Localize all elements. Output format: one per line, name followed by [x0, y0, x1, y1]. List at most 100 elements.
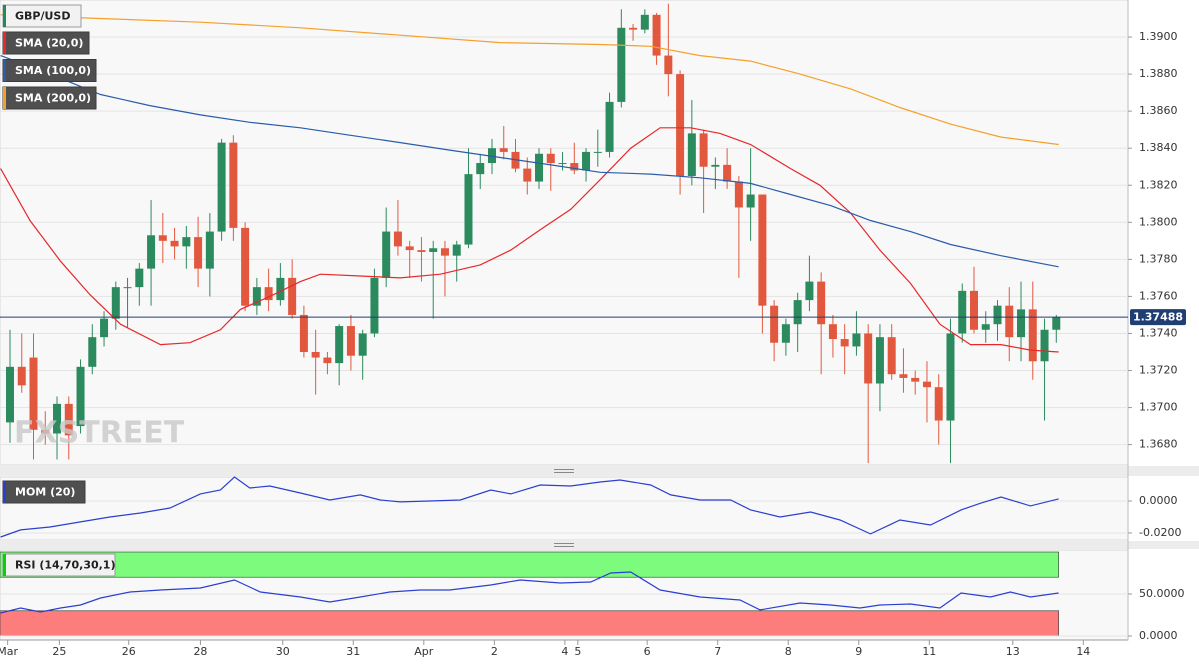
candle-body: [958, 290, 967, 334]
candle-body: [546, 153, 555, 164]
mom-panel: [0, 476, 1129, 541]
x-tick-label: 14: [1076, 645, 1090, 658]
candle-body: [41, 429, 50, 434]
legend-label: RSI (14,70,30,1): [15, 559, 115, 572]
panel-separator[interactable]: [0, 466, 1199, 476]
candle-body: [429, 248, 438, 252]
candle-body: [781, 324, 790, 343]
candle-body: [1005, 305, 1014, 338]
candle-body: [88, 337, 97, 367]
legend-swatch: [3, 32, 6, 54]
candle-body: [158, 235, 167, 241]
panel-separator[interactable]: [0, 541, 1199, 549]
candle-body: [229, 142, 238, 228]
x-tick-label: 2: [491, 645, 498, 658]
candle-body: [969, 290, 978, 330]
y-tick-label: 1.3680: [1139, 438, 1178, 451]
y-tick-label: 0.0000: [1139, 494, 1178, 507]
y-tick-label: 50.0000: [1139, 587, 1185, 600]
candle-body: [875, 337, 884, 384]
y-tick-label: -0.0200: [1139, 526, 1181, 539]
indicator-line: [0, 476, 1059, 538]
candle-body: [535, 153, 544, 182]
candle-body: [734, 181, 743, 208]
candle-body: [946, 333, 955, 421]
candle-body: [523, 168, 532, 182]
y-tick-label: 1.3780: [1139, 252, 1178, 265]
candle-body: [817, 281, 826, 325]
x-tick-label: Apr: [414, 645, 434, 658]
candle-body: [981, 324, 990, 330]
candle-body: [770, 305, 779, 343]
candle-body: [64, 403, 73, 436]
x-tick-label: 5: [574, 645, 581, 658]
candle-body: [123, 287, 132, 289]
x-tick-label: 28: [193, 645, 207, 658]
x-tick-label: Mar: [0, 645, 18, 658]
candle-body: [676, 74, 685, 176]
candle-body: [147, 235, 156, 269]
candle-body: [629, 27, 638, 30]
current-price-label: 1.37488: [1133, 311, 1183, 324]
legend-swatch: [3, 5, 6, 27]
sma-line: [0, 14, 1059, 146]
x-tick-label: 7: [714, 645, 721, 658]
candle-body: [911, 377, 920, 382]
candle-body: [887, 337, 896, 375]
x-tick-label: 30: [276, 645, 290, 658]
y-tick-label: 1.3880: [1139, 67, 1178, 80]
legend-label: SMA (100,0): [15, 64, 91, 77]
y-tick-label: 1.3700: [1139, 401, 1178, 414]
candle-body: [499, 148, 508, 152]
y-tick-label: 1.3740: [1139, 326, 1178, 339]
candle-body: [617, 27, 626, 102]
candle-body: [723, 164, 732, 182]
x-tick-label: 6: [644, 645, 651, 658]
candle-body: [17, 366, 26, 386]
candle-body: [100, 318, 109, 338]
x-tick-label: 4: [561, 645, 568, 658]
y-tick-label: 1.3840: [1139, 141, 1178, 154]
candle-body: [5, 366, 14, 423]
y-tick-label: 1.3820: [1139, 178, 1178, 191]
candle-body: [605, 101, 614, 152]
candle-body: [205, 231, 214, 269]
separator-grip: [554, 546, 574, 547]
separator-grip: [554, 469, 574, 470]
y-tick-label: 1.3900: [1139, 30, 1178, 43]
candle-body: [664, 55, 673, 75]
candle-body: [640, 14, 649, 30]
candle-body: [252, 287, 261, 306]
candle-body: [382, 231, 391, 278]
candle-body: [76, 366, 85, 427]
candle-body: [805, 281, 814, 301]
x-tick-label: 31: [346, 645, 360, 658]
indicator-line: [0, 571, 1059, 614]
candle-body: [299, 314, 308, 352]
legend-swatch: [3, 554, 6, 576]
sma-line: [0, 55, 1059, 268]
candle-body: [993, 305, 1002, 325]
candle-body: [393, 231, 402, 247]
candle-body: [417, 250, 426, 252]
current-price-box: [1130, 309, 1186, 326]
candle-body: [464, 174, 473, 245]
x-tick-label: 9: [855, 645, 862, 658]
candle-body: [264, 287, 273, 301]
candle-body: [476, 163, 485, 175]
x-tick-label: 25: [52, 645, 66, 658]
candle-body: [899, 374, 908, 378]
candle-body: [1052, 317, 1061, 330]
candle-body: [934, 387, 943, 421]
legend-swatch: [3, 59, 6, 82]
y-tick-label: 1.3760: [1139, 289, 1178, 302]
candle-body: [346, 326, 355, 356]
candle-body: [558, 163, 567, 165]
candle-body: [370, 277, 379, 334]
candle-body: [170, 240, 179, 247]
candle-body: [758, 194, 767, 306]
candle-body: [652, 14, 661, 56]
candle-body: [1040, 329, 1049, 362]
candle-body: [29, 357, 38, 430]
